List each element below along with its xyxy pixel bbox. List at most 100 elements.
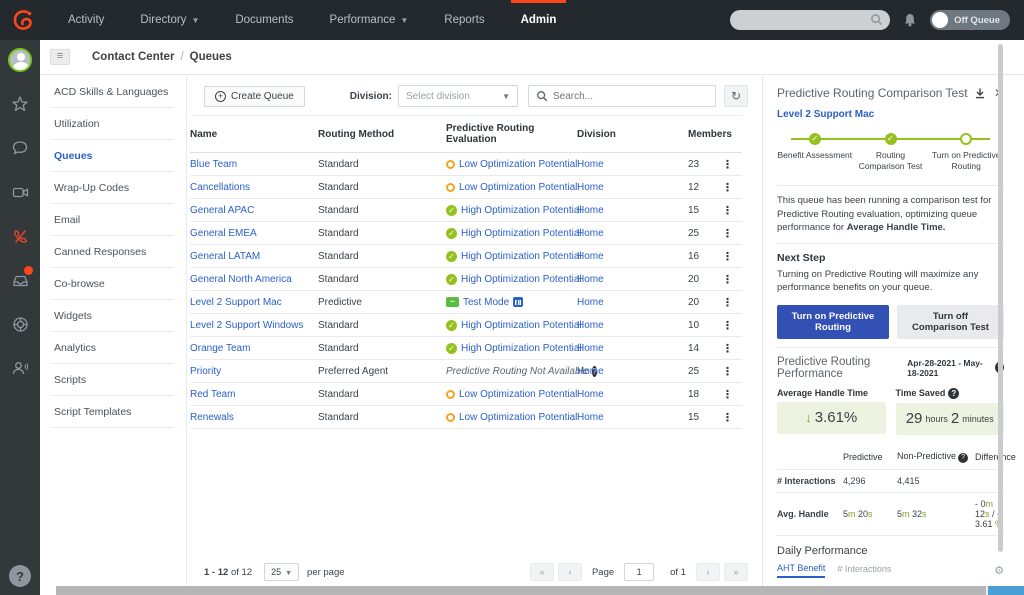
nav-item-activity[interactable]: Activity [50,0,122,40]
breadcrumb-parent[interactable]: Contact Center [92,51,174,63]
evaluation-label[interactable]: High Optimization Potential [461,274,582,285]
global-search-input[interactable] [730,10,890,30]
division-link[interactable]: Home [577,205,604,216]
row-kebab-menu-icon[interactable]: ⋮ [722,274,733,286]
menu-item-utilization[interactable]: Utilization [52,108,174,140]
division-link[interactable]: Home [577,389,604,400]
queue-name-link[interactable]: Renewals [190,412,234,423]
tab-aht-benefit[interactable]: AHT Benefit [777,563,825,578]
refresh-button[interactable]: ↻ [724,85,748,107]
row-kebab-menu-icon[interactable]: ⋮ [722,251,733,263]
horizontal-scrollbar-thumb[interactable] [56,586,986,595]
queue-link[interactable]: Level 2 Support Mac [777,109,1004,120]
row-kebab-menu-icon[interactable]: ⋮ [722,159,733,171]
division-link[interactable]: Home [577,320,604,331]
evaluation-label[interactable]: Low Optimization Potential [459,389,577,400]
evaluation-label[interactable]: Low Optimization Potential [459,182,577,193]
row-kebab-menu-icon[interactable]: ⋮ [722,205,733,217]
division-link[interactable]: Home [577,182,604,193]
question-icon[interactable]: ? [948,388,959,399]
create-queue-button[interactable]: + Create Queue [204,86,305,107]
last-page-button[interactable]: » [724,563,748,581]
row-kebab-menu-icon[interactable]: ⋮ [722,389,733,401]
menu-item-co-browse[interactable]: Co-browse [52,268,174,300]
queue-name-link[interactable]: Level 2 Support Mac [190,297,282,308]
row-kebab-menu-icon[interactable]: ⋮ [722,320,733,332]
turn-off-comparison-test-button[interactable]: Turn off Comparison Test [897,305,1004,339]
division-link[interactable]: Home [577,159,604,170]
evaluation-label[interactable]: Low Optimization Potential [459,412,577,423]
menu-item-analytics[interactable]: Analytics [52,332,174,364]
queue-name-link[interactable]: Level 2 Support Windows [190,320,303,331]
first-page-button[interactable]: « [530,563,554,581]
queue-name-link[interactable]: General APAC [190,205,254,216]
agent-speaking-icon[interactable] [0,346,40,390]
row-kebab-menu-icon[interactable]: ⋮ [722,228,733,240]
evaluation-label[interactable]: High Optimization Potential [461,343,582,354]
evaluation-label[interactable]: High Optimization Potential [461,228,582,239]
menu-item-scripts[interactable]: Scripts [52,364,174,396]
nav-item-reports[interactable]: Reports [426,0,502,40]
nav-item-performance[interactable]: Performance▼ [312,0,427,40]
row-kebab-menu-icon[interactable]: ⋮ [722,297,733,309]
col-header-evaluation[interactable]: Predictive Routing Evaluation [446,116,577,153]
row-kebab-menu-icon[interactable]: ⋮ [722,182,733,194]
queue-search-input[interactable] [553,91,703,102]
queue-name-link[interactable]: Priority [190,366,221,377]
tab-interactions[interactable]: # Interactions [837,564,891,577]
queue-name-link[interactable]: Orange Team [190,343,250,354]
division-link[interactable]: Home [577,343,604,354]
phone-disabled-icon[interactable] [0,214,40,258]
download-icon[interactable] [975,88,985,99]
col-header-routing-method[interactable]: Routing Method [318,116,446,153]
evaluation-label[interactable]: Test Mode [463,297,509,308]
turn-on-predictive-routing-button[interactable]: Turn on Predictive Routing [777,305,889,339]
inbox-icon[interactable] [0,258,40,302]
menu-item-script-templates[interactable]: Script Templates [52,396,174,428]
row-kebab-menu-icon[interactable]: ⋮ [722,412,733,424]
nav-item-directory[interactable]: Directory▼ [122,0,217,40]
favorites-star-icon[interactable] [0,82,40,126]
gear-icon[interactable]: ⚙ [994,564,1004,577]
menu-item-canned-responses[interactable]: Canned Responses [52,236,174,268]
division-link[interactable]: Home [577,274,604,285]
support-target-icon[interactable] [0,302,40,346]
nav-item-documents[interactable]: Documents [217,0,311,40]
queue-name-link[interactable]: Cancellations [190,182,250,193]
prev-page-button[interactable]: ‹ [558,563,582,581]
evaluation-label[interactable]: Low Optimization Potential [459,159,577,170]
queue-name-link[interactable]: Blue Team [190,159,237,170]
menu-hamburger-icon[interactable]: ≡ [50,49,70,65]
avatar[interactable] [8,48,32,72]
menu-item-acd-skills[interactable]: ACD Skills & Languages [52,76,174,108]
evaluation-label[interactable]: High Optimization Potential [461,320,582,331]
division-link[interactable]: Home [577,366,604,377]
nav-item-admin[interactable]: Admin [503,0,575,40]
evaluation-label[interactable]: Predictive Routing Not Available [446,366,588,377]
next-page-button[interactable]: › [696,563,720,581]
division-link[interactable]: Home [577,228,604,239]
help-icon[interactable]: ? [9,565,31,587]
panel-scrollbar[interactable] [998,44,1003,552]
division-link[interactable]: Home [577,412,604,423]
queue-name-link[interactable]: Red Team [190,389,235,400]
menu-item-queues[interactable]: Queues [52,140,174,172]
row-kebab-menu-icon[interactable]: ⋮ [722,366,733,378]
evaluation-label[interactable]: High Optimization Potential [461,251,582,262]
row-kebab-menu-icon[interactable]: ⋮ [722,343,733,355]
chat-icon[interactable] [0,126,40,170]
col-header-division[interactable]: Division [577,116,688,153]
division-select[interactable]: Select division ▼ [398,85,518,107]
menu-item-wrap-up-codes[interactable]: Wrap-Up Codes [52,172,174,204]
page-number-input[interactable] [624,563,654,581]
question-icon[interactable]: ? [958,453,968,463]
col-header-name[interactable]: Name [190,116,318,153]
queue-name-link[interactable]: General North America [190,274,292,285]
genesys-logo[interactable] [10,7,36,33]
division-link[interactable]: Home [577,251,604,262]
notifications-bell-icon[interactable] [902,12,918,28]
col-header-members[interactable]: Members [688,116,722,153]
horizontal-scrollbar[interactable] [56,586,1024,595]
menu-item-email[interactable]: Email [52,204,174,236]
division-link[interactable]: Home [577,297,604,308]
